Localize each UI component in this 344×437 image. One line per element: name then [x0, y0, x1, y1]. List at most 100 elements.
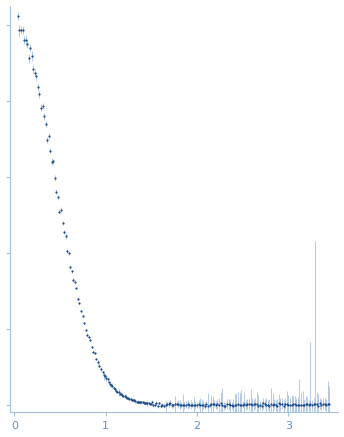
- Point: [230, 402, 236, 409]
- Point: [57, 208, 62, 215]
- Point: [157, 399, 162, 406]
- Point: [105, 376, 110, 383]
- Point: [163, 402, 168, 409]
- Point: [84, 332, 90, 339]
- Point: [67, 264, 73, 271]
- Point: [147, 400, 152, 407]
- Point: [28, 45, 33, 52]
- Point: [241, 401, 247, 408]
- Point: [97, 362, 102, 369]
- Point: [315, 402, 321, 409]
- Point: [26, 55, 31, 62]
- Point: [168, 399, 173, 406]
- Point: [268, 400, 274, 407]
- Point: [275, 402, 280, 409]
- Point: [257, 402, 263, 409]
- Point: [326, 401, 332, 408]
- Point: [64, 247, 70, 254]
- Point: [213, 402, 219, 409]
- Point: [286, 402, 291, 409]
- Point: [289, 402, 294, 409]
- Point: [34, 73, 39, 80]
- Point: [172, 400, 178, 407]
- Point: [223, 402, 228, 409]
- Point: [24, 40, 30, 47]
- Point: [183, 401, 189, 408]
- Point: [249, 402, 255, 409]
- Point: [278, 401, 283, 408]
- Point: [234, 401, 239, 408]
- Point: [252, 400, 258, 407]
- Point: [115, 388, 120, 395]
- Point: [205, 402, 211, 409]
- Point: [215, 400, 220, 407]
- Point: [322, 400, 327, 407]
- Point: [282, 400, 288, 407]
- Point: [155, 402, 160, 409]
- Point: [177, 402, 182, 409]
- Point: [74, 284, 79, 291]
- Point: [218, 400, 223, 407]
- Point: [47, 147, 53, 154]
- Point: [207, 402, 212, 409]
- Point: [137, 399, 143, 406]
- Point: [312, 401, 318, 408]
- Point: [317, 400, 323, 407]
- Point: [120, 392, 126, 399]
- Point: [107, 381, 113, 388]
- Point: [104, 375, 109, 382]
- Point: [229, 402, 234, 409]
- Point: [191, 402, 197, 409]
- Point: [20, 27, 25, 34]
- Point: [95, 359, 101, 366]
- Point: [320, 400, 326, 407]
- Point: [216, 402, 222, 409]
- Point: [201, 402, 206, 409]
- Point: [149, 398, 155, 405]
- Point: [90, 348, 96, 355]
- Point: [139, 399, 144, 406]
- Point: [281, 402, 287, 409]
- Point: [69, 268, 75, 275]
- Point: [136, 399, 142, 406]
- Point: [58, 206, 64, 213]
- Point: [106, 378, 112, 385]
- Point: [264, 402, 269, 409]
- Point: [265, 402, 271, 409]
- Point: [63, 232, 68, 239]
- Point: [127, 395, 132, 402]
- Point: [232, 402, 238, 409]
- Point: [31, 65, 36, 72]
- Point: [292, 401, 298, 408]
- Point: [284, 401, 290, 408]
- Point: [109, 382, 114, 388]
- Point: [128, 396, 133, 403]
- Point: [17, 27, 22, 34]
- Point: [287, 402, 293, 409]
- Point: [240, 401, 246, 408]
- Point: [301, 402, 307, 409]
- Point: [118, 390, 123, 397]
- Point: [114, 387, 119, 394]
- Point: [21, 37, 27, 44]
- Point: [146, 400, 151, 407]
- Point: [319, 402, 324, 409]
- Point: [81, 320, 87, 327]
- Point: [246, 401, 252, 408]
- Point: [140, 399, 145, 406]
- Point: [219, 402, 225, 409]
- Point: [94, 355, 99, 362]
- Point: [267, 403, 272, 410]
- Point: [55, 194, 61, 201]
- Point: [135, 398, 140, 405]
- Point: [40, 103, 45, 110]
- Point: [49, 158, 55, 165]
- Point: [202, 402, 208, 409]
- Point: [153, 400, 159, 407]
- Point: [129, 397, 135, 404]
- Point: [80, 312, 85, 319]
- Point: [124, 394, 130, 401]
- Point: [41, 113, 47, 120]
- Point: [15, 13, 21, 20]
- Point: [72, 278, 78, 285]
